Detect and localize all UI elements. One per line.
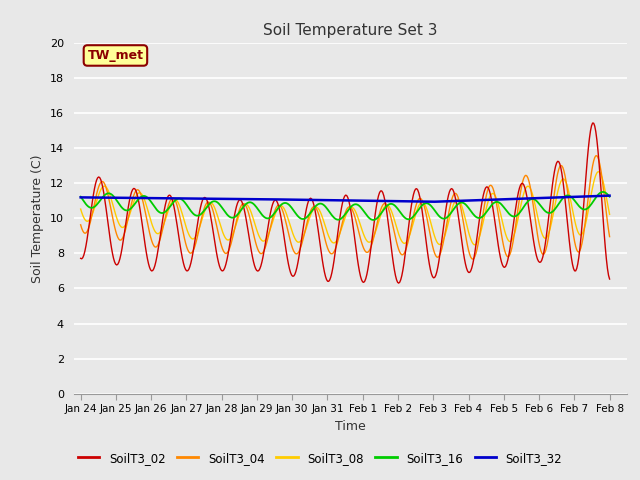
SoilT3_02 [395, 280, 403, 286]
Line: SoilT3_02: SoilT3_02 [81, 123, 609, 283]
SoilT3_08 [471, 242, 479, 248]
Text: TW_met: TW_met [88, 49, 143, 62]
SoilT3_08 [363, 238, 371, 244]
SoilT3_08 [332, 240, 339, 245]
Legend: SoilT3_02, SoilT3_04, SoilT3_08, SoilT3_16, SoilT3_32: SoilT3_02, SoilT3_04, SoilT3_08, SoilT3_… [74, 447, 566, 469]
SoilT3_16 [369, 217, 377, 223]
SoilT3_16 [393, 204, 401, 210]
SoilT3_32 [392, 198, 399, 204]
SoilT3_08 [328, 239, 336, 245]
SoilT3_02 [392, 273, 399, 278]
Y-axis label: Soil Temperature (C): Soil Temperature (C) [31, 154, 44, 283]
SoilT3_32 [77, 194, 84, 200]
Line: SoilT3_08: SoilT3_08 [81, 172, 609, 245]
SoilT3_32 [511, 196, 519, 202]
SoilT3_02 [363, 272, 371, 277]
Line: SoilT3_16: SoilT3_16 [81, 192, 609, 220]
SoilT3_32 [594, 193, 602, 199]
SoilT3_08 [605, 211, 613, 217]
SoilT3_16 [605, 194, 613, 200]
SoilT3_02 [328, 270, 336, 276]
SoilT3_02 [77, 255, 84, 261]
SoilT3_08 [595, 169, 603, 175]
SoilT3_04 [77, 222, 84, 228]
SoilT3_32 [332, 197, 339, 203]
SoilT3_16 [77, 194, 84, 200]
SoilT3_04 [511, 226, 519, 231]
SoilT3_04 [593, 153, 601, 158]
SoilT3_16 [332, 216, 339, 221]
SoilT3_02 [605, 276, 613, 282]
SoilT3_08 [594, 169, 602, 175]
X-axis label: Time: Time [335, 420, 366, 432]
Line: SoilT3_32: SoilT3_32 [81, 196, 609, 202]
SoilT3_32 [328, 197, 336, 203]
SoilT3_04 [605, 234, 613, 240]
SoilT3_04 [363, 250, 371, 255]
SoilT3_16 [363, 213, 371, 218]
Title: Soil Temperature Set 3: Soil Temperature Set 3 [263, 23, 438, 38]
SoilT3_08 [392, 221, 399, 227]
SoilT3_02 [332, 251, 339, 256]
SoilT3_16 [600, 189, 607, 195]
SoilT3_02 [595, 159, 603, 165]
SoilT3_32 [429, 199, 436, 204]
SoilT3_04 [332, 247, 339, 252]
SoilT3_02 [589, 120, 596, 126]
SoilT3_04 [595, 158, 603, 164]
SoilT3_04 [392, 235, 399, 240]
SoilT3_08 [511, 228, 519, 234]
SoilT3_16 [594, 192, 602, 198]
SoilT3_32 [605, 193, 613, 199]
SoilT3_32 [363, 198, 371, 204]
SoilT3_08 [77, 206, 84, 212]
SoilT3_02 [511, 208, 519, 214]
SoilT3_16 [511, 214, 519, 219]
SoilT3_04 [469, 256, 477, 262]
SoilT3_04 [328, 251, 336, 257]
SoilT3_16 [328, 212, 336, 218]
Line: SoilT3_04: SoilT3_04 [81, 156, 609, 259]
